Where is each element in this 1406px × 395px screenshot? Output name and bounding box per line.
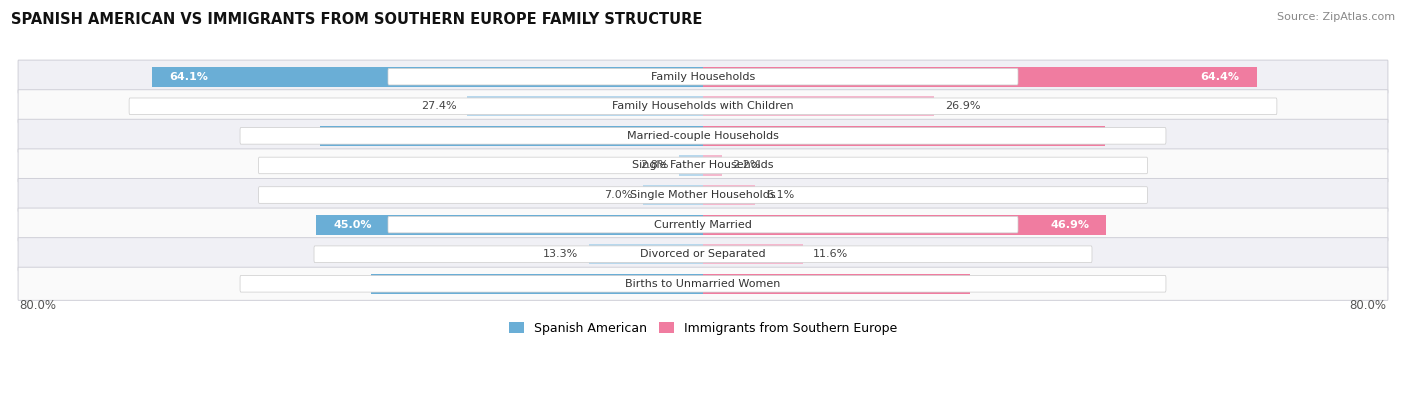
Text: 7.0%: 7.0% [605,190,633,200]
Text: Family Households: Family Households [651,71,755,82]
FancyBboxPatch shape [18,60,1388,93]
Text: SPANISH AMERICAN VS IMMIGRANTS FROM SOUTHERN EUROPE FAMILY STRUCTURE: SPANISH AMERICAN VS IMMIGRANTS FROM SOUT… [11,12,703,27]
Text: 13.3%: 13.3% [543,249,578,259]
Text: Single Father Households: Single Father Households [633,160,773,171]
Text: 46.9%: 46.9% [1050,220,1090,229]
Text: Divorced or Separated: Divorced or Separated [640,249,766,259]
Text: 27.4%: 27.4% [422,101,457,111]
Text: 26.9%: 26.9% [945,101,980,111]
FancyBboxPatch shape [240,128,1166,144]
FancyBboxPatch shape [388,68,1018,85]
Bar [321,126,703,146]
FancyBboxPatch shape [18,149,1388,182]
Text: Births to Unmarried Women: Births to Unmarried Women [626,279,780,289]
Bar [703,214,1107,235]
Text: Married-couple Households: Married-couple Households [627,131,779,141]
Bar [703,244,803,264]
Text: Single Mother Households: Single Mother Households [630,190,776,200]
FancyBboxPatch shape [18,208,1388,241]
FancyBboxPatch shape [18,238,1388,271]
FancyBboxPatch shape [240,275,1166,292]
Bar [467,96,703,117]
FancyBboxPatch shape [259,157,1147,174]
Bar [703,67,1257,87]
Text: 45.0%: 45.0% [333,220,371,229]
FancyBboxPatch shape [18,267,1388,300]
FancyBboxPatch shape [18,179,1388,212]
Text: 11.6%: 11.6% [813,249,848,259]
Text: 64.4%: 64.4% [1201,71,1240,82]
Text: 6.1%: 6.1% [766,190,794,200]
Text: 64.1%: 64.1% [169,71,208,82]
Text: 2.2%: 2.2% [733,160,761,171]
Bar [703,185,755,205]
Text: Currently Married: Currently Married [654,220,752,229]
Text: 80.0%: 80.0% [1350,299,1386,312]
Text: 46.8%: 46.8% [1049,131,1088,141]
Text: 80.0%: 80.0% [20,299,56,312]
FancyBboxPatch shape [259,187,1147,203]
Text: 31.1%: 31.1% [915,279,953,289]
Text: Source: ZipAtlas.com: Source: ZipAtlas.com [1277,12,1395,22]
Bar [589,244,703,264]
FancyBboxPatch shape [314,246,1092,263]
Bar [703,274,970,294]
FancyBboxPatch shape [18,119,1388,152]
Bar [703,96,935,117]
Text: Family Households with Children: Family Households with Children [612,101,794,111]
Bar [371,274,703,294]
Text: 44.5%: 44.5% [337,131,377,141]
FancyBboxPatch shape [18,90,1388,123]
Bar [643,185,703,205]
Bar [703,126,1105,146]
Bar [679,155,703,175]
Text: 2.8%: 2.8% [640,160,669,171]
FancyBboxPatch shape [388,216,1018,233]
Text: 38.6%: 38.6% [388,279,427,289]
Bar [316,214,703,235]
Legend: Spanish American, Immigrants from Southern Europe: Spanish American, Immigrants from Southe… [503,317,903,340]
Bar [703,155,721,175]
Bar [152,67,703,87]
FancyBboxPatch shape [129,98,1277,115]
